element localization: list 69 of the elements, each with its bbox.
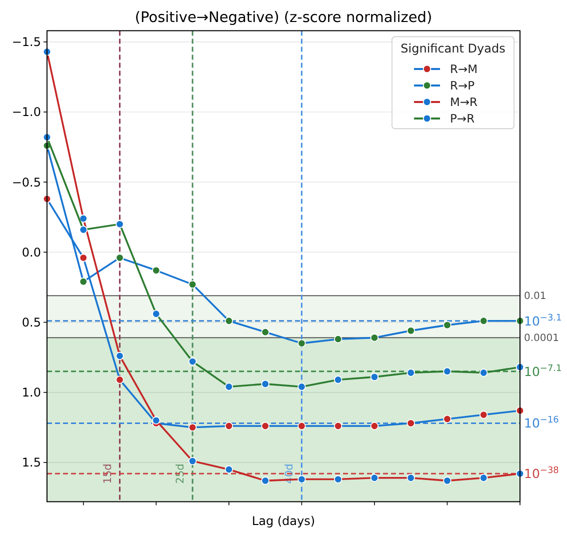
point: [79, 214, 88, 223]
x-axis-title: Lag (days): [252, 514, 316, 528]
y-tick-label: 1.0: [22, 386, 41, 400]
legend-label: P→R: [450, 111, 475, 126]
point: [152, 310, 160, 318]
ref-line-label: 15d: [102, 464, 114, 484]
point: [224, 422, 234, 430]
point: [370, 422, 379, 430]
ref-line-label: 10$^{−3.1}$: [524, 313, 562, 328]
band-label: 0.01: [524, 291, 546, 302]
point: [406, 474, 415, 482]
point: [406, 419, 415, 428]
point: [334, 376, 342, 384]
point: [443, 414, 452, 424]
legend-label: R→P: [450, 78, 475, 92]
point: [480, 410, 488, 419]
point: [298, 382, 306, 391]
legend-title: Significant Dyads: [400, 42, 506, 56]
point: [370, 372, 379, 382]
point: [116, 352, 124, 360]
point: [224, 382, 234, 391]
point: [370, 334, 379, 342]
point: [116, 376, 124, 384]
y-tick-label: −0.5: [12, 175, 41, 190]
y-tick-label: −1.5: [12, 35, 41, 50]
point: [261, 476, 270, 485]
point: [334, 334, 342, 344]
ref-line-label: 25d: [174, 464, 187, 484]
point: [334, 475, 342, 484]
point: [152, 416, 160, 424]
point: [443, 320, 452, 330]
point: [298, 475, 306, 484]
point: [188, 456, 197, 466]
ref-line-label: 10$^{−16}$: [524, 416, 560, 431]
point: [261, 328, 270, 336]
point: [480, 316, 488, 325]
point: [224, 316, 234, 325]
point: [79, 254, 88, 262]
point: [152, 266, 160, 275]
y-tick-label: 0.0: [22, 245, 41, 260]
point: [116, 220, 124, 228]
point: [334, 422, 342, 430]
legend-label: M→R: [450, 94, 478, 109]
point: [406, 326, 415, 335]
point: [480, 474, 488, 482]
point: [188, 423, 197, 432]
legend-label: R→M: [450, 62, 478, 76]
point: [480, 368, 488, 377]
point: [261, 422, 270, 430]
point: [406, 368, 415, 377]
ref-line-label: 10$^{−38}$: [524, 466, 560, 482]
chart-title: (Positive→Negative) (z-score normalized): [134, 10, 432, 26]
point: [443, 367, 452, 376]
point: [298, 339, 306, 348]
point: [116, 254, 124, 262]
point: [79, 278, 88, 286]
point: [443, 476, 452, 485]
point: [79, 226, 88, 234]
y-tick-label: −1.0: [12, 105, 41, 120]
point: [261, 380, 270, 388]
y-tick-label: 1.5: [22, 456, 41, 470]
point: [188, 357, 197, 366]
y-tick-label: 0.5: [22, 315, 41, 330]
ref-line-label: 10$^{−7.1}$: [524, 364, 562, 379]
point: [370, 474, 379, 482]
point: [188, 280, 197, 289]
point: [224, 465, 234, 474]
band-label: 0.0001: [524, 333, 559, 344]
point: [298, 422, 306, 430]
